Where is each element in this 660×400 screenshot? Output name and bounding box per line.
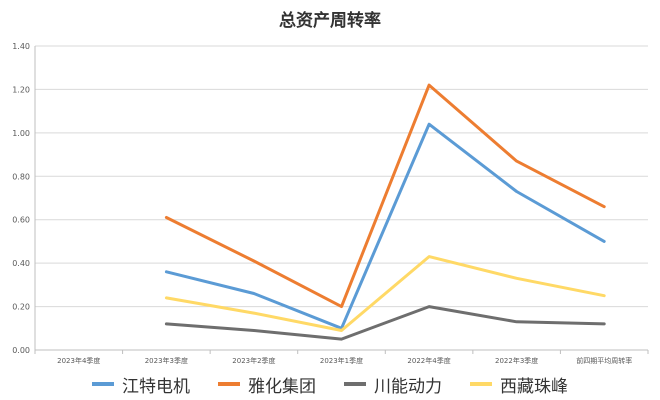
- x-tick-label: 2022年4季度: [407, 356, 450, 365]
- chart-legend: 江特电机 雅化集团 川能动力 西藏珠峰: [0, 370, 660, 398]
- series-line-2: [164, 83, 606, 309]
- legend-swatch: [470, 382, 492, 386]
- legend-swatch: [92, 382, 114, 386]
- y-tick-label: 0.00: [12, 346, 30, 355]
- legend-label: 西藏珠峰: [500, 376, 568, 397]
- chart-plot: 0.00 0.20 0.40 0.60 0.80 1.00 1.20 1.40 2023年4季度…: [12, 42, 649, 365]
- x-tick-label: 2022年3季度: [495, 356, 538, 365]
- x-tick-label: 2023年3季度: [145, 356, 188, 365]
- legend-label: 川能动力: [374, 376, 442, 397]
- legend-item: 西藏珠峰: [470, 372, 568, 397]
- legend-swatch: [218, 382, 240, 386]
- y-tick-label: 0.60: [12, 216, 30, 225]
- x-tick-label: 前四期平均周转率: [576, 356, 632, 365]
- x-tick-label: 2023年4季度: [57, 356, 100, 365]
- y-tick-label: 0.40: [12, 259, 30, 268]
- x-tick-label: 2023年2季度: [232, 356, 275, 365]
- series-line-1: [164, 122, 606, 330]
- legend-swatch: [344, 382, 366, 386]
- legend-item: 江特电机: [92, 372, 190, 397]
- y-tick-label: 1.00: [12, 129, 30, 138]
- y-tick-label: 0.80: [12, 172, 30, 181]
- y-tick-label: 1.20: [12, 85, 30, 94]
- legend-item: 雅化集团: [218, 372, 316, 397]
- legend-label: 江特电机: [122, 376, 190, 397]
- series-line-4: [164, 255, 606, 332]
- series-line-3: [164, 305, 606, 341]
- legend-item: 川能动力: [344, 372, 442, 397]
- x-tick-label: 2023年1季度: [320, 356, 363, 365]
- chart-title: 总资产周转率: [279, 11, 381, 31]
- y-tick-label: 0.20: [12, 303, 30, 312]
- y-tick-label: 1.40: [12, 42, 30, 51]
- legend-label: 雅化集团: [248, 376, 316, 397]
